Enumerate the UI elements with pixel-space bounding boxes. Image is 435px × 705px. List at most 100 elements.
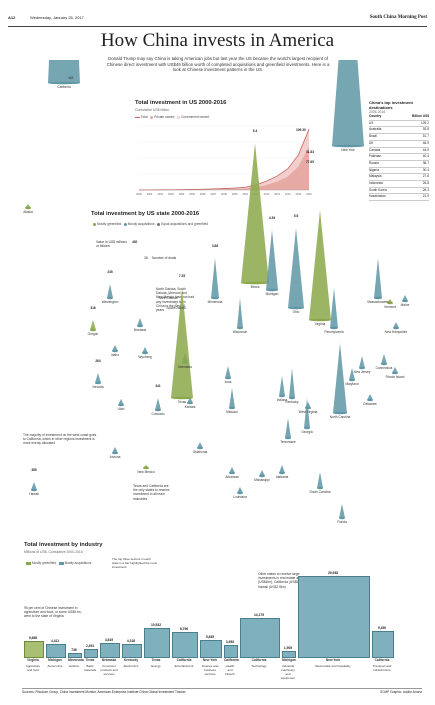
industry-legend-note: The top three sectors in each state in a… bbox=[112, 557, 158, 570]
state-label: Rhode Island bbox=[385, 375, 405, 379]
state-label: Indiana bbox=[276, 398, 288, 402]
line-total bbox=[138, 129, 310, 191]
state-value: 316 bbox=[90, 306, 96, 310]
destination-country: South Korea bbox=[369, 187, 400, 195]
state-cone bbox=[349, 368, 355, 380]
destination-value: 30.4 bbox=[399, 167, 429, 175]
state-cone bbox=[339, 504, 345, 518]
destination-row: Brazil 51.7 bbox=[369, 133, 429, 141]
state-label: Tennessee bbox=[280, 440, 296, 444]
masthead: South China Morning Post bbox=[369, 15, 427, 20]
destination-country: Canada bbox=[369, 147, 400, 155]
intro-text: Donald Trump may say China is taking Ame… bbox=[106, 56, 330, 73]
area-private bbox=[139, 146, 309, 190]
industry-value: 5,835 bbox=[205, 635, 215, 640]
industry-state: Michigan bbox=[48, 658, 62, 662]
state-cone bbox=[285, 418, 291, 438]
destination-value: 46.9 bbox=[399, 140, 429, 148]
state-value: 4.39 bbox=[268, 216, 276, 220]
map-key-count: 38 bbox=[144, 256, 148, 260]
destination-row: South Korea 26.3 bbox=[369, 187, 429, 195]
industry-name: Aviation bbox=[68, 664, 80, 668]
note-real-estate: Other states to receive large investment… bbox=[258, 572, 312, 589]
state-label: Hawaii bbox=[29, 492, 39, 496]
industry-title: Total investment by industry bbox=[24, 542, 103, 548]
x-tick-label: 2014 bbox=[285, 192, 291, 196]
destination-row: Indonesia 26.8 bbox=[369, 180, 429, 188]
destination-value: 40.4 bbox=[399, 153, 429, 161]
state-label: Florida bbox=[337, 520, 347, 524]
state-cone bbox=[381, 354, 387, 364]
industry-state: New York bbox=[202, 658, 218, 662]
destination-row: UK 46.9 bbox=[369, 140, 429, 148]
state-cone bbox=[241, 143, 269, 283]
state-label: West Virginia bbox=[298, 410, 318, 414]
state-cone-base bbox=[112, 451, 118, 455]
destination-country: Australia bbox=[369, 126, 400, 135]
state-label: Massachusetts bbox=[367, 300, 389, 304]
state-cone-base bbox=[142, 351, 148, 355]
state-label: Montana bbox=[133, 328, 147, 332]
state-cone-base bbox=[387, 301, 393, 305]
state-label: New York bbox=[341, 148, 355, 152]
state-cone-base bbox=[393, 326, 399, 330]
issue-date: Wednesday, January 25, 2017 bbox=[30, 15, 84, 20]
map-key-value-label: Value in US$ millions or billions bbox=[96, 240, 127, 249]
industry-bar bbox=[282, 650, 296, 658]
state-cone-base bbox=[339, 516, 345, 520]
page-header: A12 Wednesday, January 25, 2017 South Ch… bbox=[8, 14, 427, 27]
state-cone bbox=[137, 318, 143, 326]
state-value: 9.4 bbox=[252, 129, 258, 133]
state-label: Nevada bbox=[92, 385, 104, 389]
state-label: North Carolina bbox=[329, 415, 351, 419]
state-cone bbox=[48, 60, 80, 83]
industry-subtitle: Millions of US$. Cumulative 2000-2016 bbox=[24, 550, 83, 554]
state-cone-base bbox=[237, 326, 243, 330]
state-cone bbox=[367, 394, 373, 400]
industry-value: 5,668 bbox=[28, 635, 38, 640]
state-cone-base bbox=[137, 324, 143, 328]
state-label: Alaska bbox=[23, 210, 33, 214]
note-dakota: North Dakota, South Dakota, Vermont and … bbox=[156, 287, 194, 313]
state-label: Minnesota bbox=[207, 300, 223, 304]
state-label: New Hampshire bbox=[384, 330, 408, 334]
destination-value: 109.2 bbox=[399, 120, 429, 128]
legend-private: Private owned bbox=[154, 115, 175, 119]
state-deals: 463 bbox=[68, 76, 74, 80]
state-dot bbox=[167, 293, 169, 295]
destination-row: Malaysia 27.8 bbox=[369, 173, 429, 182]
industry-state: Virginia bbox=[27, 658, 39, 662]
industry-state: California bbox=[251, 658, 267, 662]
total-chart-subtitle: Cumulative US$ billion bbox=[135, 108, 170, 112]
x-tick-label: 2013 bbox=[274, 192, 280, 196]
state-cone bbox=[288, 228, 304, 308]
industry-state: Texas bbox=[151, 658, 161, 662]
industry-state: Nebraska bbox=[101, 658, 117, 662]
industry-name: Health and biotech bbox=[225, 664, 235, 676]
state-cone-base bbox=[330, 326, 338, 330]
state-label: Delaware bbox=[363, 402, 377, 406]
state-label: Mississippi bbox=[254, 478, 270, 482]
industry-name: Real estate and hospitality bbox=[315, 664, 351, 668]
industry-value: 2,491 bbox=[85, 644, 95, 649]
state-cone-base bbox=[171, 396, 193, 400]
state-label: Pennsylvania bbox=[324, 330, 344, 334]
state-cone-base bbox=[31, 488, 37, 492]
industry-state: Kentucky bbox=[123, 658, 139, 662]
state-cone-base bbox=[241, 281, 269, 285]
note-texas: Texas and California are the only states… bbox=[133, 484, 170, 501]
state-cone bbox=[392, 367, 398, 373]
state-cone-base bbox=[229, 406, 235, 410]
state-cone-base bbox=[304, 426, 310, 430]
x-tick-label: 2007 bbox=[210, 192, 216, 196]
industry-bar bbox=[372, 630, 394, 658]
industry-name: Energy bbox=[151, 664, 161, 668]
note-virginia: 95 per cent of Chinese investment in agr… bbox=[24, 606, 82, 619]
x-tick-label: 2016 bbox=[306, 192, 312, 196]
legend-total: Total bbox=[140, 115, 148, 119]
destination-country: Indonesia bbox=[369, 180, 400, 188]
state-label: Oregon bbox=[87, 332, 99, 336]
state-cone bbox=[112, 345, 118, 351]
footer: Sources: Rhodium Group, China Investment… bbox=[22, 688, 422, 694]
state-cone bbox=[171, 288, 193, 398]
